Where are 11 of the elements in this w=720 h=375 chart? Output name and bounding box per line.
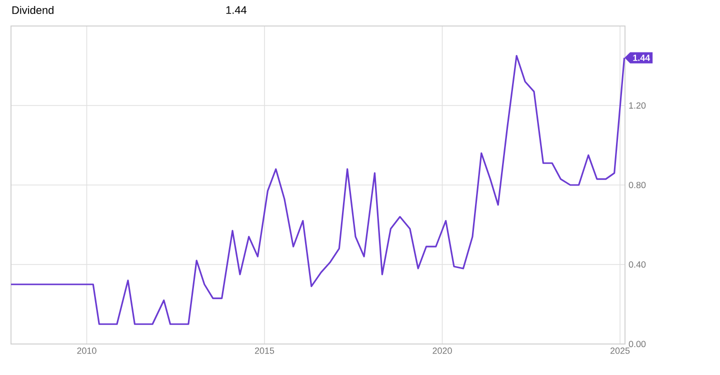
y-tick-label: 1.20 (629, 102, 646, 109)
y-tick-label: 0.00 (628, 340, 646, 348)
x-tick-label: 2010 (77, 348, 96, 354)
y-tick-label: 0.80 (628, 182, 646, 188)
text: 1.44 (226, 6, 247, 14)
x-tick-label: 2020 (432, 348, 452, 354)
x-tick-label: 2015 (254, 348, 274, 354)
chart-title: Dividend (12, 6, 54, 14)
x-tick-label: 2025 (610, 348, 630, 354)
annotation: 1.44 (633, 54, 650, 61)
y-tick-label: 0.40 (628, 261, 646, 268)
